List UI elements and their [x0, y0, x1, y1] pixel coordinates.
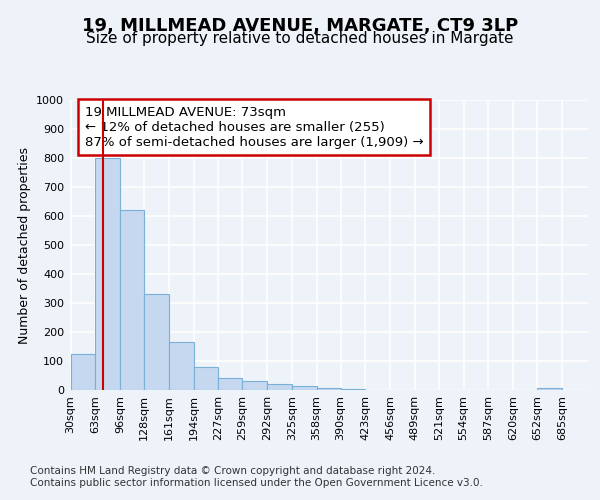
Bar: [341, 388, 365, 390]
Bar: [317, 388, 341, 390]
Bar: [144, 294, 169, 390]
Y-axis label: Number of detached properties: Number of detached properties: [17, 146, 31, 344]
Bar: [218, 378, 242, 390]
Bar: [71, 354, 95, 390]
Text: Size of property relative to detached houses in Margate: Size of property relative to detached ho…: [86, 31, 514, 46]
Bar: [120, 210, 144, 390]
Text: Contains HM Land Registry data © Crown copyright and database right 2024.
Contai: Contains HM Land Registry data © Crown c…: [30, 466, 483, 487]
Bar: [242, 382, 267, 390]
Bar: [95, 158, 120, 390]
Bar: [193, 367, 218, 390]
Bar: [169, 342, 193, 390]
Text: 19 MILLMEAD AVENUE: 73sqm
← 12% of detached houses are smaller (255)
87% of semi: 19 MILLMEAD AVENUE: 73sqm ← 12% of detac…: [85, 106, 423, 149]
Text: 19, MILLMEAD AVENUE, MARGATE, CT9 3LP: 19, MILLMEAD AVENUE, MARGATE, CT9 3LP: [82, 18, 518, 36]
Bar: [537, 388, 562, 390]
Bar: [292, 386, 317, 390]
Bar: [267, 384, 292, 390]
